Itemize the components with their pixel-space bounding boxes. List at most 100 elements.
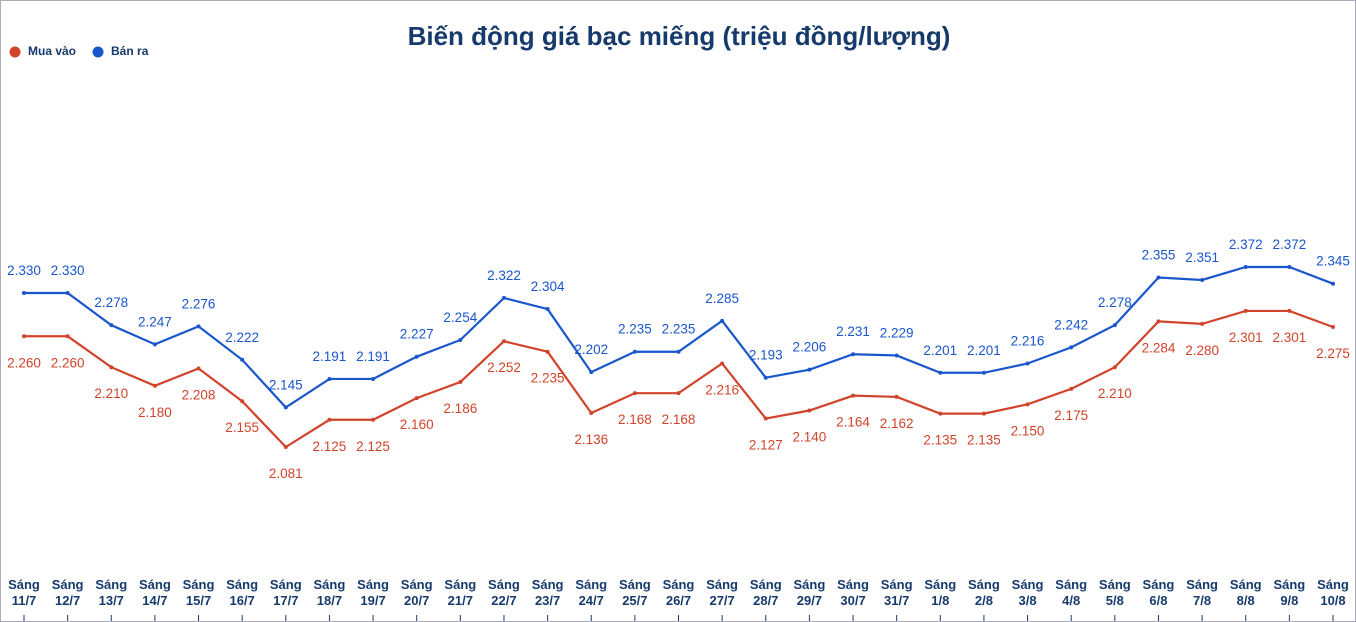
x-tick-label: Sáng 29/7 xyxy=(793,577,826,608)
value-label: 2.242 xyxy=(1054,317,1088,332)
point xyxy=(720,361,725,366)
point xyxy=(938,370,943,375)
value-label: 2.260 xyxy=(51,355,85,370)
point xyxy=(894,353,899,358)
x-tick-label: Sáng 18/7 xyxy=(313,577,346,608)
x-tick-label: Sáng 16/7 xyxy=(226,577,259,608)
x-tick-label: Sáng 13/7 xyxy=(95,577,128,608)
value-label: 2.284 xyxy=(1142,340,1176,355)
point xyxy=(196,366,201,371)
point xyxy=(938,411,943,416)
value-label: 2.216 xyxy=(1011,333,1045,348)
x-tick-label: Sáng 6/8 xyxy=(1142,577,1175,608)
series-line xyxy=(24,265,1334,409)
value-label: 2.322 xyxy=(487,268,521,283)
value-label: 2.202 xyxy=(574,342,608,357)
value-label: 2.275 xyxy=(1316,346,1350,361)
point xyxy=(65,334,70,339)
x-tick-label: Sáng 9/8 xyxy=(1273,577,1306,608)
point xyxy=(981,370,986,375)
value-label: 2.135 xyxy=(923,433,957,448)
point xyxy=(1112,323,1117,328)
point xyxy=(371,376,376,381)
point xyxy=(240,357,245,362)
point xyxy=(589,370,594,375)
x-tick-label: Sáng 2/8 xyxy=(968,577,1000,608)
value-label: 2.127 xyxy=(749,438,783,453)
point xyxy=(1156,275,1161,280)
point xyxy=(1069,386,1074,391)
value-label: 2.155 xyxy=(225,420,259,435)
value-label: 2.193 xyxy=(749,348,783,363)
value-label: 2.136 xyxy=(574,432,608,447)
point xyxy=(22,290,26,295)
legend-marker xyxy=(9,46,21,58)
value-label: 2.278 xyxy=(1098,295,1132,310)
x-tick-label: Sáng 26/7 xyxy=(662,577,695,608)
point xyxy=(501,339,506,344)
value-label: 2.285 xyxy=(705,291,739,306)
value-label: 2.162 xyxy=(880,416,914,431)
value-label: 2.345 xyxy=(1316,254,1350,269)
point xyxy=(1243,308,1248,313)
value-label: 2.201 xyxy=(967,343,1001,358)
value-label: 2.145 xyxy=(269,377,303,392)
point xyxy=(1025,402,1030,407)
x-tick-label: Sáng 12/7 xyxy=(51,577,84,608)
point xyxy=(807,367,812,372)
point xyxy=(1287,308,1292,313)
point xyxy=(720,318,725,323)
point xyxy=(1156,319,1161,324)
point xyxy=(981,411,986,416)
value-label: 2.351 xyxy=(1185,250,1219,265)
point xyxy=(109,323,114,328)
value-label: 2.168 xyxy=(618,412,652,427)
value-label: 2.140 xyxy=(793,430,827,445)
x-tick-label: Sáng 14/7 xyxy=(138,577,171,608)
value-label: 2.247 xyxy=(138,314,172,329)
value-label: 2.330 xyxy=(7,263,41,278)
x-tick-label: Sáng 17/7 xyxy=(269,577,302,608)
point xyxy=(414,354,419,359)
value-label: 2.252 xyxy=(487,360,521,375)
point xyxy=(240,399,245,404)
value-label: 2.301 xyxy=(1272,330,1306,345)
value-label: 2.206 xyxy=(793,340,827,355)
value-label: 2.222 xyxy=(225,330,259,345)
value-label: 2.150 xyxy=(1011,423,1045,438)
x-tick-label: Sáng 11/7 xyxy=(8,577,40,608)
x-tick-label: Sáng 4/8 xyxy=(1055,577,1088,608)
value-label: 2.235 xyxy=(662,322,696,337)
legend-label: Bán ra xyxy=(111,44,149,58)
x-tick-label: Sáng 28/7 xyxy=(749,577,782,608)
value-label: 2.191 xyxy=(313,349,347,364)
value-label: 2.372 xyxy=(1272,237,1306,252)
value-label: 2.081 xyxy=(269,466,303,481)
value-label: 2.125 xyxy=(356,439,390,454)
value-label: 2.301 xyxy=(1229,330,1263,345)
value-label: 2.208 xyxy=(182,387,216,402)
x-tick-label: Sáng 5/8 xyxy=(1098,577,1131,608)
point xyxy=(152,383,157,388)
point xyxy=(763,416,768,421)
point xyxy=(196,324,201,329)
point xyxy=(1069,345,1074,350)
value-label: 2.229 xyxy=(880,325,914,340)
value-label: 2.180 xyxy=(138,405,172,420)
value-label: 2.355 xyxy=(1142,248,1176,263)
point xyxy=(1025,361,1030,366)
value-label: 2.210 xyxy=(94,386,128,401)
value-label: 2.210 xyxy=(1098,386,1132,401)
value-label: 2.260 xyxy=(7,355,41,370)
x-tick-label: Sáng 22/7 xyxy=(488,577,520,608)
point xyxy=(327,417,332,422)
x-tick-label: Sáng 19/7 xyxy=(357,577,389,608)
point xyxy=(545,349,550,354)
x-tick-label: Sáng 10/8 xyxy=(1317,577,1349,608)
point xyxy=(283,445,288,449)
point xyxy=(763,375,768,380)
value-label: 2.235 xyxy=(618,322,652,337)
value-label: 2.278 xyxy=(94,295,128,310)
